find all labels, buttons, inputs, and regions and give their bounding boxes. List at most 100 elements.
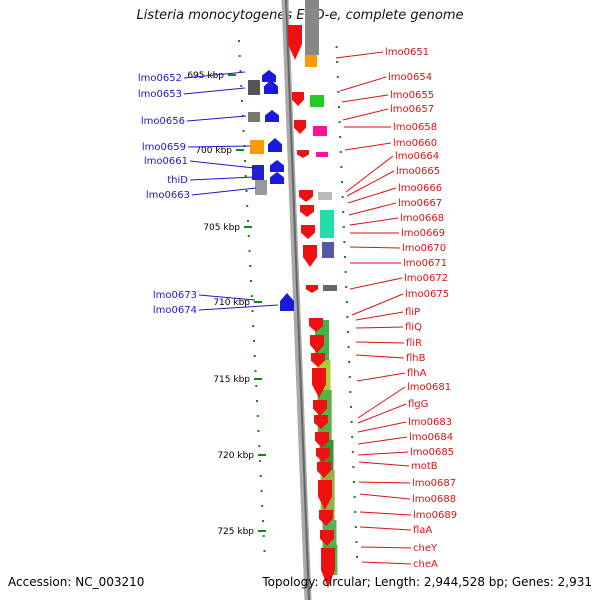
track-dot <box>339 136 342 138</box>
gene-label-reverse: lmo0654 <box>388 72 432 83</box>
label-connector <box>356 372 406 382</box>
label-connector <box>359 526 412 531</box>
track-dot <box>342 226 345 228</box>
label-connector <box>349 277 403 290</box>
track-dot <box>336 76 339 78</box>
track-dot <box>254 370 257 372</box>
label-connector <box>342 108 389 121</box>
track-dot <box>338 106 340 108</box>
gene-label-forward: thiD <box>167 175 188 186</box>
kbp-label: 700 kbp <box>195 146 232 156</box>
label-connector <box>357 421 407 433</box>
label-connector <box>186 115 247 122</box>
track-dot <box>250 280 252 282</box>
kbp-label: 705 kbp <box>203 223 240 233</box>
label-connector <box>187 145 251 148</box>
gene-label-forward: lmo0674 <box>153 305 197 316</box>
track-dot <box>256 415 259 417</box>
reverse-gene-arrow <box>316 448 330 462</box>
track-dot <box>250 295 253 297</box>
track-dot <box>251 310 254 312</box>
gene-label-reverse: lmo0665 <box>396 166 440 177</box>
gene-label-reverse: lmo0669 <box>401 228 445 239</box>
track-dot <box>244 175 247 177</box>
track-dot <box>348 361 351 363</box>
reverse-gene-arrow <box>311 353 325 367</box>
track-dot <box>255 385 258 387</box>
reverse-gene-arrow <box>319 510 333 526</box>
kbp-label: 725 kbp <box>217 527 254 537</box>
gene-label-reverse: lmo0672 <box>404 273 448 284</box>
track-dot <box>344 256 346 258</box>
gene-label-forward: lmo0659 <box>142 142 186 153</box>
track-dot <box>351 436 354 438</box>
label-connector <box>349 217 399 226</box>
label-connector <box>198 294 256 301</box>
reverse-gene-arrow <box>297 150 309 158</box>
gene-label-reverse: lmo0688 <box>412 494 456 505</box>
track-dot <box>262 520 264 522</box>
label-connector <box>198 304 279 311</box>
gene-block <box>310 95 324 107</box>
track-dot <box>246 205 249 207</box>
label-connector <box>358 461 410 467</box>
gene-label-reverse: lmo0681 <box>407 382 451 393</box>
track-dot <box>354 526 357 528</box>
track-dot <box>341 196 344 198</box>
track-dot <box>344 271 347 273</box>
label-connector <box>351 293 404 316</box>
gene-label-forward: lmo0656 <box>141 116 185 127</box>
forward-gene-arrow <box>280 293 294 311</box>
gene-label-reverse: lmo0671 <box>403 258 447 269</box>
track-dot <box>263 550 266 552</box>
reverse-gene-arrow <box>310 335 324 353</box>
track-dot <box>260 490 263 492</box>
label-connector <box>355 354 405 359</box>
track-dot <box>253 355 256 357</box>
label-connector <box>357 436 408 445</box>
gene-label-reverse: lmo0658 <box>393 122 437 133</box>
label-connector <box>344 142 392 151</box>
track-dot <box>343 241 346 243</box>
track-dot <box>338 121 341 123</box>
gene-block <box>320 210 334 238</box>
gene-block <box>313 126 327 136</box>
gene-label-reverse: fliP <box>405 307 420 318</box>
track-dot <box>239 70 242 72</box>
gene-label-reverse: lmo0685 <box>410 447 454 458</box>
gene-label-reverse: lmo0667 <box>398 198 442 209</box>
gene-block <box>255 180 267 195</box>
gene-labels: lmo0652 lmo0653 lmo0656 lmo0659 lmo0661 thiD l… <box>138 47 457 570</box>
label-connector <box>189 160 255 169</box>
track-dot <box>247 235 250 237</box>
gene-label-reverse: lmo0660 <box>393 138 437 149</box>
label-connector <box>183 71 246 79</box>
label-connector <box>360 546 412 549</box>
gene-block <box>323 285 337 291</box>
track-dot <box>252 325 255 327</box>
accession-text: Accession: NC_003210 <box>8 575 145 589</box>
label-connector <box>335 51 384 59</box>
label-connector <box>348 202 397 216</box>
track-dot <box>249 265 252 267</box>
label-connector <box>183 87 246 95</box>
track-dot <box>238 40 240 42</box>
reverse-gene-arrow <box>320 530 334 546</box>
reverse-gene-arrow <box>306 285 318 293</box>
label-connector <box>359 511 412 516</box>
track-dot <box>337 91 340 93</box>
label-connector <box>357 386 406 419</box>
label-connector <box>191 187 257 196</box>
track-dot <box>240 85 243 87</box>
label-connector <box>346 170 395 197</box>
track-dot <box>356 556 358 558</box>
gene-block <box>322 242 334 258</box>
label-connector <box>339 76 387 92</box>
reverse-gene-arrow <box>314 415 328 429</box>
reverse-gene-arrow <box>300 205 314 217</box>
track-dot <box>257 430 260 432</box>
label-connector <box>355 311 404 321</box>
gene-block <box>305 55 317 67</box>
gene-label-reverse: lmo0670 <box>402 243 446 254</box>
